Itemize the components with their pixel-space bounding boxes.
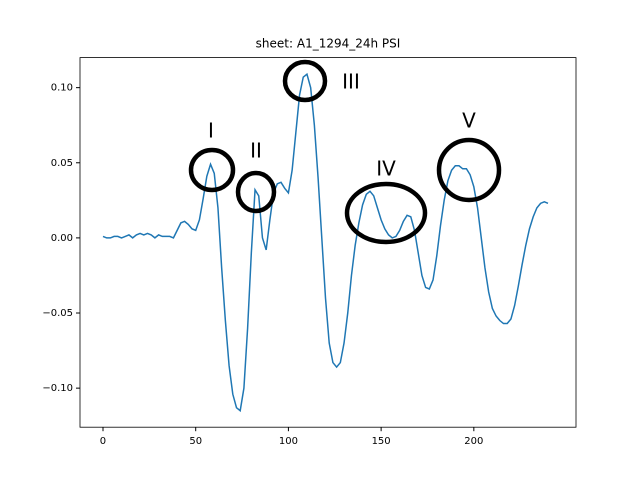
y-tick-label: −0.10 xyxy=(42,383,73,394)
y-tick-label: 0.05 xyxy=(51,158,73,169)
annotation: I xyxy=(208,119,214,143)
axes-frame xyxy=(79,57,577,428)
y-tick-label: 0.10 xyxy=(51,83,73,94)
circle xyxy=(344,181,428,245)
circle xyxy=(235,170,277,214)
x-tick-label: 100 xyxy=(279,436,298,447)
plot-area: 0 50 100 150 200 −0.10 −0.05 0.00 0.05 0.10 xyxy=(42,57,577,447)
circle xyxy=(436,137,502,203)
circle xyxy=(188,147,236,193)
x-tick-label: 200 xyxy=(464,436,483,447)
y-tick-label: −0.05 xyxy=(42,308,73,319)
annotation: IV xyxy=(376,157,396,181)
x-tick-label: 0 xyxy=(100,436,106,447)
x-tick-label: 50 xyxy=(189,436,202,447)
annotation: II xyxy=(250,139,262,163)
circle xyxy=(282,59,328,103)
chart-title: sheet: A1_1294_24h PSI xyxy=(256,37,401,51)
data-line xyxy=(102,72,549,413)
y-tick-label: 0.00 xyxy=(51,233,73,244)
annotation: V xyxy=(462,109,476,133)
x-tick-label: 150 xyxy=(372,436,391,447)
annotation: III xyxy=(342,70,360,94)
